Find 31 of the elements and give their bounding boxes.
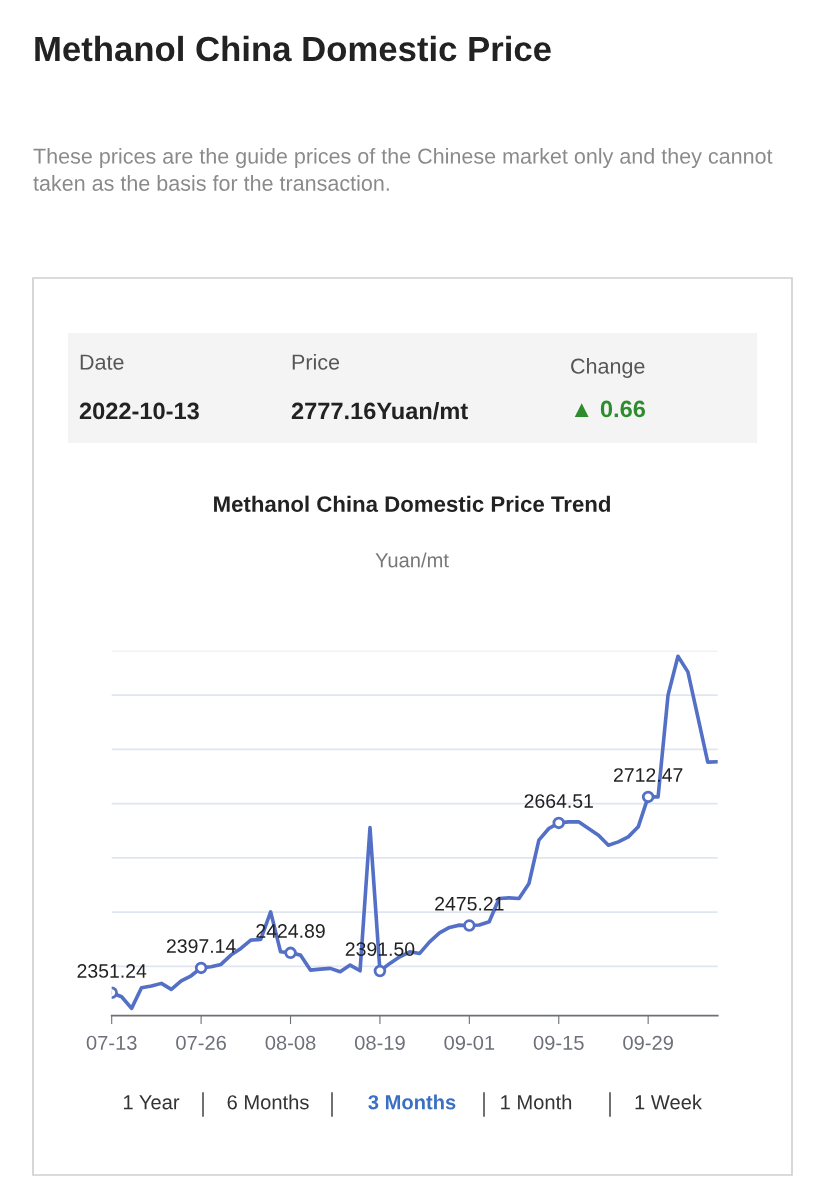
text: 2777.16Yuan/mt (291, 401, 468, 420)
point (373, 964, 387, 978)
text: Change (571, 357, 645, 379)
text: 6 Months (227, 1094, 309, 1110)
text: Methanol China Domestic Price Trend (214, 495, 610, 512)
point (552, 816, 565, 830)
x-tick-label: 09-01 (444, 1035, 495, 1050)
data-label: 2351.24 (77, 964, 147, 978)
x-tick-label: 09-15 (533, 1035, 584, 1050)
point (641, 790, 655, 804)
text: ▲ 0.66 (574, 400, 646, 418)
data-label: 2664.51 (524, 794, 593, 808)
point (463, 919, 476, 932)
x-tick-label: 07-13 (86, 1035, 137, 1050)
text: 3 Months (368, 1094, 456, 1110)
text: Price (292, 353, 340, 370)
point (194, 961, 208, 975)
text: 1 Year (123, 1095, 180, 1110)
x-tick-label: 08-19 (354, 1035, 405, 1050)
y-axis-title: Yuan/mt (375, 552, 449, 568)
text: 2022-10-13 (79, 402, 199, 420)
chart-title: Methanol China Domestic Price (35, 35, 551, 62)
point (284, 946, 297, 960)
text: 1 Week (635, 1094, 702, 1110)
x-tick-label: 08-08 (265, 1035, 316, 1050)
data-label: 2397.14 (166, 939, 236, 953)
text: Date (80, 354, 124, 370)
text: 1 Month (501, 1094, 572, 1110)
chart-subtitle: These prices are the guide prices of the Chinese market only and they cannot taken as the basis for the transaction. (33, 148, 773, 191)
x-tick-label: 09-29 (623, 1035, 673, 1050)
x-tick-label: 07-26 (176, 1035, 226, 1050)
